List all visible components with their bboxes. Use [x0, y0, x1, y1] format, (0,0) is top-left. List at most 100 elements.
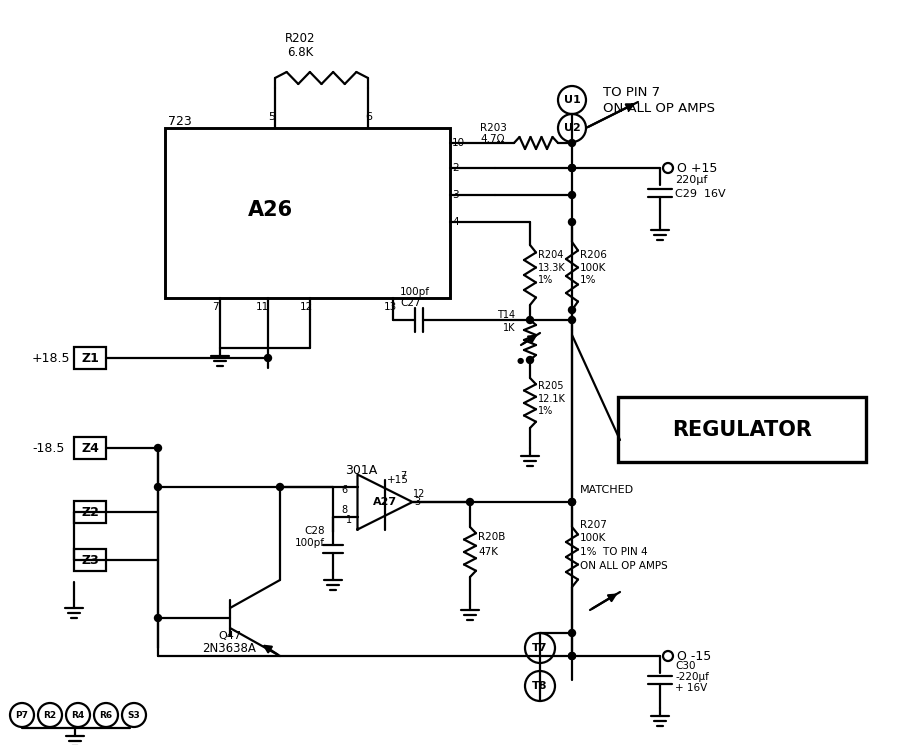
Text: 6: 6 [341, 485, 348, 495]
Text: 1%: 1% [580, 275, 597, 285]
Circle shape [467, 498, 474, 506]
Text: +15: +15 [387, 475, 408, 485]
Text: 12.1K: 12.1K [538, 394, 566, 404]
Text: R2: R2 [43, 711, 56, 720]
Text: 1K: 1K [502, 323, 515, 333]
Circle shape [569, 653, 575, 659]
Text: REGULATOR: REGULATOR [672, 420, 812, 440]
Bar [74, 437, 106, 459]
Text: ●: ● [516, 355, 524, 364]
Text: O +15: O +15 [677, 162, 717, 174]
Text: 100K: 100K [580, 263, 607, 273]
Text: T8: T8 [532, 681, 548, 691]
Bar [165, 128, 450, 298]
Text: R207: R207 [580, 520, 607, 530]
Text: ON ALL OP AMPS: ON ALL OP AMPS [580, 561, 668, 571]
Text: + 16V: + 16V [675, 683, 707, 693]
Text: 4: 4 [452, 217, 458, 227]
Text: Z4: Z4 [81, 442, 99, 454]
Text: 2: 2 [452, 163, 458, 173]
Text: TO PIN 7: TO PIN 7 [603, 86, 660, 98]
Text: 1%: 1% [538, 406, 553, 416]
Text: 3: 3 [415, 497, 420, 507]
Text: T7: T7 [532, 643, 548, 653]
Circle shape [526, 357, 534, 364]
Text: 100pf: 100pf [400, 287, 430, 297]
Text: 220μf: 220μf [675, 175, 707, 185]
Circle shape [526, 317, 534, 323]
Text: P7: P7 [16, 711, 29, 720]
Text: T14: T14 [497, 310, 515, 320]
Text: A26: A26 [247, 200, 292, 220]
Text: 6: 6 [365, 112, 372, 122]
Text: 7: 7 [212, 302, 219, 312]
Text: R20B: R20B [478, 532, 505, 542]
Text: S3: S3 [127, 711, 140, 720]
Text: 12: 12 [413, 489, 425, 499]
Text: 13: 13 [384, 302, 396, 312]
Text: C28: C28 [304, 526, 325, 536]
Text: 5: 5 [268, 112, 276, 122]
Text: O -15: O -15 [677, 650, 711, 662]
Text: A27: A27 [372, 497, 397, 507]
Circle shape [569, 653, 575, 659]
Text: 723: 723 [168, 115, 192, 128]
Bar [74, 549, 106, 571]
Circle shape [277, 484, 283, 490]
Text: -220μf: -220μf [675, 672, 709, 682]
Text: 1: 1 [346, 515, 351, 525]
Text: +18.5: +18.5 [32, 352, 70, 364]
Circle shape [569, 191, 575, 198]
Text: R205: R205 [538, 381, 563, 391]
Text: 12: 12 [300, 302, 313, 312]
Text: 6.8K: 6.8K [287, 45, 313, 59]
Circle shape [155, 615, 161, 621]
Text: C30: C30 [675, 661, 695, 671]
Circle shape [265, 355, 271, 361]
Text: 10: 10 [452, 138, 465, 148]
Circle shape [569, 630, 575, 636]
Text: MATCHED: MATCHED [580, 485, 634, 495]
Bar [74, 347, 106, 369]
Text: 100pf: 100pf [294, 538, 325, 548]
Circle shape [569, 317, 575, 323]
Text: Z1: Z1 [81, 352, 99, 364]
Text: 4.7Ω: 4.7Ω [480, 134, 504, 144]
Circle shape [155, 445, 161, 451]
Text: 301A: 301A [345, 463, 377, 477]
Circle shape [569, 139, 575, 147]
Bar [618, 397, 866, 462]
Text: 2N3638A: 2N3638A [202, 641, 256, 655]
Text: 11: 11 [255, 302, 268, 312]
Text: 8: 8 [341, 505, 348, 515]
Text: C29  16V: C29 16V [675, 189, 726, 199]
Circle shape [569, 498, 575, 506]
Text: Q47: Q47 [218, 631, 241, 641]
Text: 1%: 1% [538, 275, 553, 285]
Text: R206: R206 [580, 250, 607, 260]
Text: 13.3K: 13.3K [538, 263, 566, 273]
Text: Z2: Z2 [81, 506, 99, 519]
Text: -18.5: -18.5 [32, 442, 65, 454]
Circle shape [569, 306, 575, 314]
Text: Z3: Z3 [81, 554, 99, 566]
Circle shape [569, 218, 575, 226]
Text: R202: R202 [285, 31, 315, 45]
Text: 3: 3 [452, 190, 458, 200]
Text: R204: R204 [538, 250, 563, 260]
Text: 47K: 47K [478, 547, 498, 557]
Bar [74, 501, 106, 523]
Text: 100K: 100K [580, 533, 607, 543]
Text: R4: R4 [71, 711, 85, 720]
Circle shape [569, 165, 575, 171]
Circle shape [569, 165, 575, 171]
Text: C27: C27 [400, 298, 420, 308]
Text: U2: U2 [563, 123, 580, 133]
Text: U1: U1 [563, 95, 580, 105]
Text: 7: 7 [400, 471, 407, 481]
Text: R6: R6 [100, 711, 112, 720]
Text: ON ALL OP AMPS: ON ALL OP AMPS [603, 101, 715, 115]
Text: R203: R203 [480, 123, 507, 133]
Circle shape [569, 498, 575, 506]
Circle shape [155, 484, 161, 490]
